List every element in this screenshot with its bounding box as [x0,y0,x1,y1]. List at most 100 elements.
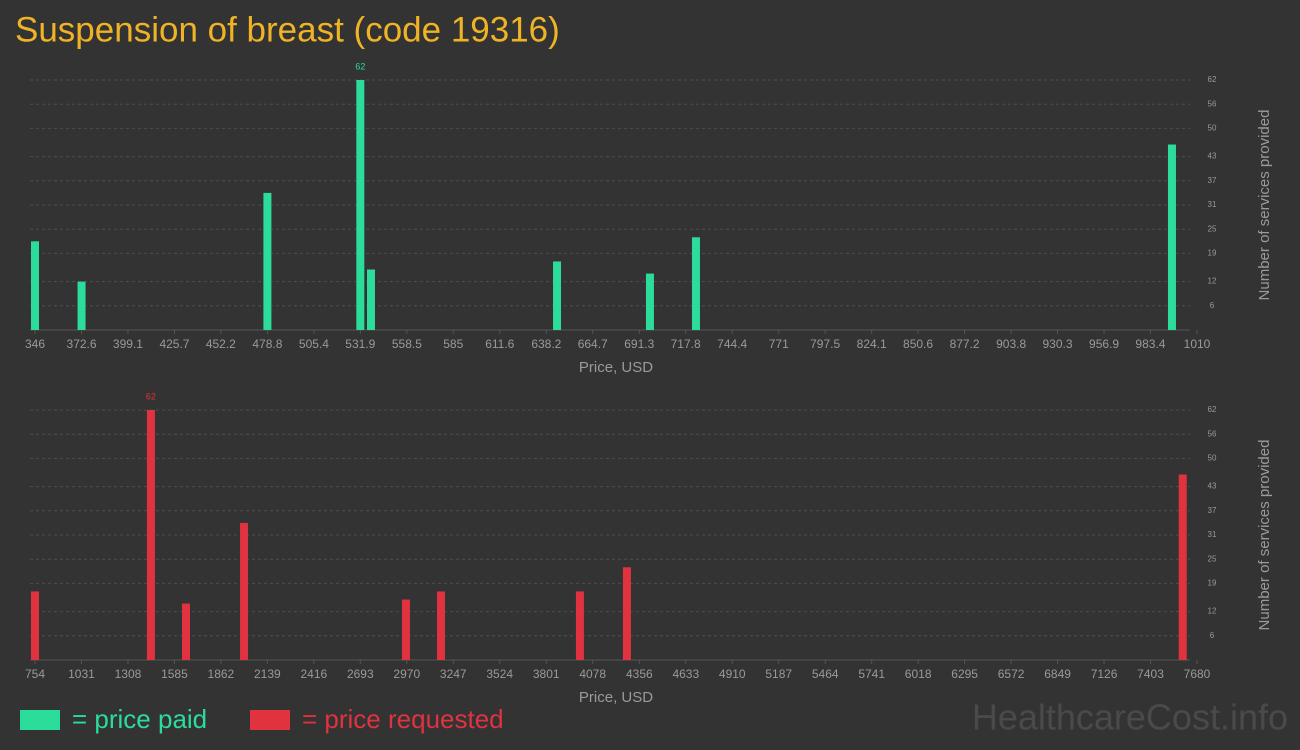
y-tick-label: 37 [1208,506,1217,515]
bar [1178,474,1187,660]
x-tick-label: 4078 [579,667,606,681]
legend-label: = price paid [72,704,207,734]
x-tick-label: 7403 [1137,667,1164,681]
y-tick-label: 31 [1208,200,1217,209]
y-tick-label: 43 [1208,482,1217,491]
x-tick-label: 754 [25,667,45,681]
bar [181,603,190,660]
x-tick-label: 531.9 [345,337,375,351]
y-tick-label: 62 [1208,405,1217,414]
y-tick-label: 19 [1208,578,1217,587]
legend-swatch [20,710,60,730]
x-tick-label: 1031 [68,667,95,681]
x-tick-label: 3524 [486,667,513,681]
x-tick-label: 6295 [951,667,978,681]
y-tick-label: 25 [1208,224,1217,233]
y-tick-label: 62 [1208,75,1217,84]
x-tick-label: 638.2 [531,337,561,351]
x-axis-label: Price, USD [579,359,653,376]
y-tick-label: 6 [1210,631,1215,640]
y-tick-label: 50 [1208,453,1217,462]
x-tick-label: 4633 [672,667,699,681]
bar [31,591,39,660]
y-tick-label: 19 [1208,248,1217,257]
value-label: 62 [146,391,156,401]
x-tick-label: 824.1 [857,337,887,351]
bar [77,281,86,330]
x-tick-label: 611.6 [485,337,514,351]
bar [401,599,410,660]
y-tick-label: 56 [1208,429,1217,438]
bar [367,269,375,330]
bar [553,261,562,330]
x-tick-label: 877.2 [950,337,980,351]
x-tick-label: 2139 [254,667,281,681]
x-tick-label: 585 [443,337,463,351]
value-label: 62 [355,61,365,71]
bar [1167,144,1176,330]
x-tick-label: 372.6 [67,337,97,351]
y-axis-label: Number of services provided [1256,440,1273,631]
y-tick-label: 12 [1208,607,1217,616]
bar [240,522,249,660]
bar [263,192,272,330]
legend-swatch [250,710,290,730]
x-tick-label: 6018 [905,667,932,681]
x-tick-label: 2416 [300,667,327,681]
x-tick-label: 771 [769,337,789,351]
x-tick-label: 744.4 [717,337,747,351]
bar [146,410,155,660]
x-tick-label: 664.7 [578,337,608,351]
x-tick-label: 7126 [1091,667,1118,681]
x-tick-label: 717.8 [671,337,701,351]
x-tick-label: 3801 [533,667,560,681]
watermark: HealthcareCost.info [972,697,1288,738]
x-tick-label: 1308 [115,667,142,681]
x-tick-label: 2970 [393,667,420,681]
page-title: Suspension of breast (code 19316) [15,10,560,49]
x-tick-label: 956.9 [1089,337,1119,351]
x-tick-label: 558.5 [392,337,422,351]
x-tick-label: 983.4 [1135,337,1165,351]
x-tick-label: 6572 [998,667,1025,681]
bar [691,237,700,330]
x-tick-label: 1010 [1184,337,1211,351]
x-tick-label: 4910 [719,667,746,681]
y-tick-label: 12 [1208,277,1217,286]
x-tick-label: 691.3 [624,337,654,351]
y-axis-label: Number of services provided [1256,110,1273,301]
x-tick-label: 903.8 [996,337,1026,351]
y-tick-label: 43 [1208,152,1217,161]
x-tick-label: 1585 [161,667,188,681]
x-tick-label: 6849 [1044,667,1071,681]
x-tick-label: 452.2 [206,337,236,351]
x-tick-label: 3247 [440,667,467,681]
y-tick-label: 6 [1210,301,1215,310]
x-tick-label: 850.6 [903,337,933,351]
x-tick-label: 505.4 [299,337,329,351]
x-tick-label: 5741 [858,667,885,681]
bar [575,591,584,660]
y-tick-label: 31 [1208,530,1217,539]
x-tick-label: 425.7 [159,337,189,351]
x-tick-label: 5464 [812,667,839,681]
x-tick-label: 2693 [347,667,374,681]
y-tick-label: 37 [1208,176,1217,185]
bar [622,567,631,660]
x-tick-label: 930.3 [1043,337,1073,351]
bar [31,241,39,330]
y-tick-label: 25 [1208,554,1217,563]
x-tick-label: 399.1 [113,337,143,351]
x-tick-label: 1862 [208,667,235,681]
x-tick-label: 478.8 [252,337,282,351]
bar [356,80,365,330]
legend-label: = price requested [302,704,504,734]
y-tick-label: 50 [1208,123,1217,132]
bar [645,273,654,330]
x-tick-label: 7680 [1184,667,1211,681]
y-tick-label: 56 [1208,99,1217,108]
x-tick-label: 346 [25,337,45,351]
x-tick-label: 4356 [626,667,653,681]
bar [437,591,446,660]
